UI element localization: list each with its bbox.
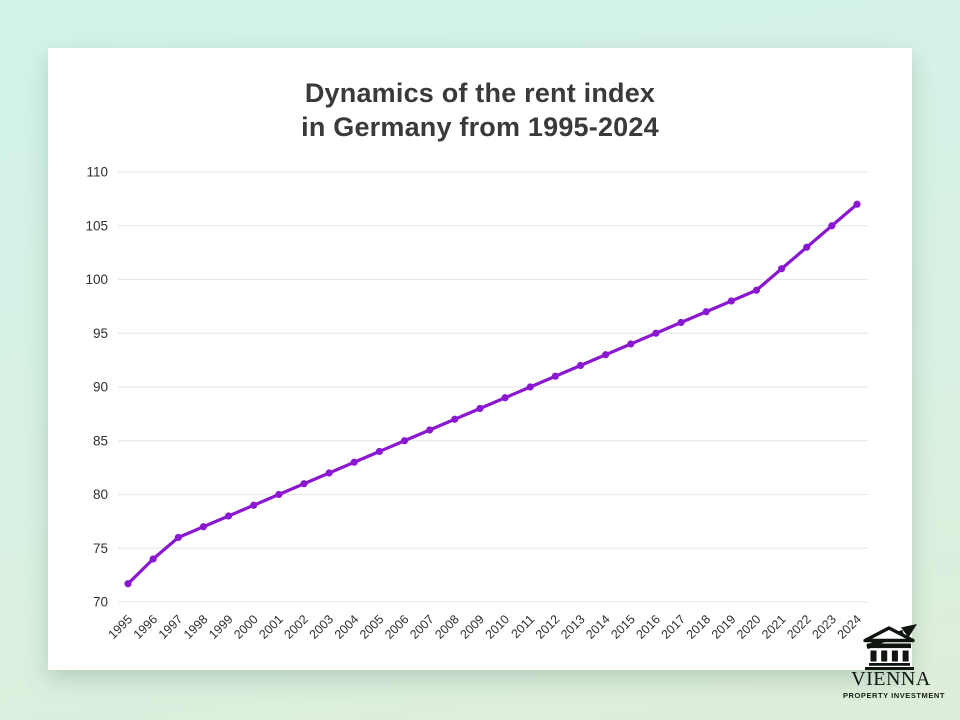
x-axis-tick-label: 1995 — [106, 612, 136, 642]
data-point — [677, 318, 685, 327]
column — [881, 650, 888, 662]
x-axis-tick-label: 1998 — [181, 612, 211, 642]
x-axis-tick-label: 2017 — [659, 612, 689, 642]
column — [891, 650, 898, 662]
data-point — [451, 415, 459, 423]
column — [902, 650, 909, 662]
data-point — [576, 361, 585, 370]
x-axis-tick-label: 2005 — [357, 612, 387, 642]
base — [865, 667, 914, 670]
x-axis-tick-label: 2007 — [407, 612, 437, 642]
data-point — [275, 490, 283, 499]
x-axis-tick-label: 2023 — [809, 612, 839, 642]
pediment — [863, 626, 915, 643]
x-axis-tick-label: 1996 — [131, 612, 161, 642]
chart-title: Dynamics of the rent index in Germany fr… — [48, 76, 912, 144]
y-axis-tick-label: 85 — [93, 433, 108, 448]
x-axis-tick-label: 2014 — [583, 612, 613, 642]
y-axis-tick-label: 75 — [93, 541, 108, 556]
entablature — [867, 643, 911, 649]
x-axis-tick-label: 2006 — [382, 612, 412, 642]
x-axis-tick-label: 2008 — [432, 612, 462, 642]
data-point — [627, 340, 635, 348]
data-point — [828, 222, 836, 230]
x-axis-tick-label: 2016 — [633, 612, 663, 642]
data-point — [853, 200, 861, 208]
stylobate — [869, 663, 910, 666]
data-point — [501, 394, 509, 402]
data-point — [652, 329, 660, 337]
x-axis-tick-label: 2011 — [508, 612, 537, 641]
data-point — [174, 533, 182, 542]
rent-index-line-chart: 70 75 80 85 90 95 100 105 110 1995199619971998199… — [85, 165, 868, 642]
x-axis-tick-label: 2000 — [231, 612, 261, 642]
data-point — [325, 469, 333, 477]
y-axis-tick-label: 80 — [93, 487, 108, 502]
x-axis-tick-label: 2002 — [282, 612, 312, 642]
logo-tagline: PROPERTY INVESTMENT — [843, 691, 945, 700]
y-axis-tick-label: 95 — [93, 326, 108, 341]
data-point — [224, 512, 233, 520]
x-axis-tick-label: 1999 — [206, 612, 236, 642]
x-axis-tick-label: 2004 — [332, 612, 362, 642]
data-point — [602, 351, 610, 359]
data-point — [250, 501, 258, 509]
x-axis-tick-label: 2001 — [256, 612, 286, 642]
rent-index-line — [126, 202, 859, 586]
data-point — [426, 426, 434, 434]
y-axis-tick-label: 100 — [85, 272, 108, 287]
data-point — [199, 523, 208, 531]
x-axis-tick-label: 2019 — [709, 612, 739, 642]
y-axis-tick-label: 70 — [93, 595, 108, 610]
x-axis-tick-label: 2020 — [734, 612, 764, 642]
y-axis-tick-label: 90 — [93, 380, 108, 395]
data-point — [400, 437, 409, 445]
data-point — [752, 286, 761, 294]
data-point — [476, 404, 484, 413]
column — [870, 650, 877, 662]
x-axis-tick-label: 2022 — [784, 612, 814, 642]
bank-building-growth-arrow-icon — [863, 624, 917, 670]
chart-title-line1: Dynamics of the rent index — [304, 78, 656, 108]
x-axis-tick-label: 2013 — [558, 612, 588, 642]
data-point — [149, 555, 157, 563]
logo-name: VIENNA — [851, 668, 931, 690]
chart-title-line2: in Germany from 1995-2024 — [301, 112, 659, 142]
x-axis-tick-label: 2018 — [684, 612, 714, 642]
vienna-logo: VIENNA PROPERTY INVESTMENT — [843, 624, 945, 700]
x-axis-tick-label: 2009 — [457, 612, 487, 642]
x-axis-tick-label: 2010 — [483, 612, 513, 642]
data-point — [300, 480, 308, 488]
x-axis-tick-label: 1997 — [156, 612, 186, 642]
data-point — [551, 372, 559, 380]
data-point — [526, 383, 534, 391]
x-axis-tick-label: 2012 — [533, 612, 563, 642]
x-axis-tick-label: 2003 — [307, 612, 337, 642]
data-point — [702, 308, 710, 316]
x-axis-tick-label: 2015 — [608, 612, 638, 642]
data-point — [803, 243, 811, 251]
data-point — [727, 297, 735, 305]
data-point — [124, 580, 132, 588]
data-point — [350, 458, 358, 466]
data-point — [777, 265, 786, 273]
y-axis-tick-label: 105 — [85, 218, 108, 233]
chart-panel: Dynamics of the rent index in Germany fr… — [48, 48, 912, 670]
arrow-head — [901, 624, 917, 638]
x-axis-tick-label: 2021 — [759, 612, 789, 642]
y-axis-tick-label: 110 — [86, 165, 108, 180]
data-point — [375, 447, 383, 456]
